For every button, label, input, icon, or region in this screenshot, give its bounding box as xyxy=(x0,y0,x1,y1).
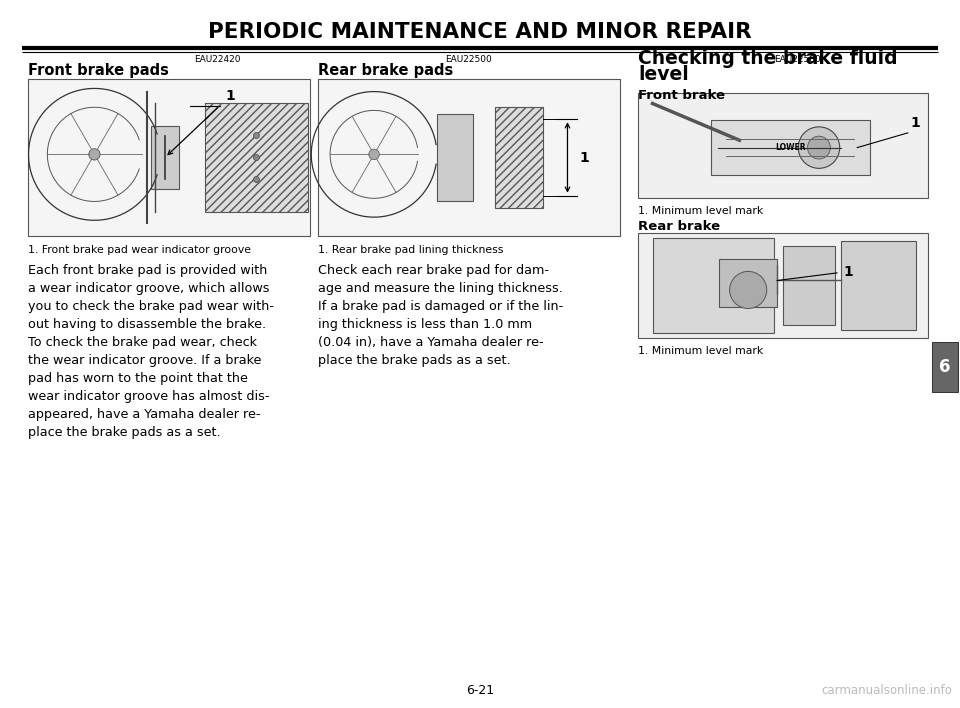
Bar xyxy=(437,113,473,202)
Text: Front brake: Front brake xyxy=(638,89,725,102)
Text: 6: 6 xyxy=(939,358,950,376)
Bar xyxy=(841,241,917,330)
Circle shape xyxy=(253,154,259,161)
Bar xyxy=(204,103,308,212)
Bar xyxy=(28,79,310,236)
Text: LOWER: LOWER xyxy=(775,143,805,152)
Circle shape xyxy=(730,271,767,309)
Circle shape xyxy=(369,149,379,159)
Text: 6-21: 6-21 xyxy=(466,683,494,697)
Bar xyxy=(783,246,835,326)
Text: 1: 1 xyxy=(226,88,235,103)
Text: 1: 1 xyxy=(911,115,921,130)
Text: level: level xyxy=(638,65,688,84)
Text: Rear brake: Rear brake xyxy=(638,219,720,232)
Text: 1. Rear brake pad lining thickness: 1. Rear brake pad lining thickness xyxy=(318,245,503,255)
Text: EAU22500: EAU22500 xyxy=(445,55,492,64)
Text: Front brake pads: Front brake pads xyxy=(28,62,169,77)
Text: Rear brake pads: Rear brake pads xyxy=(318,62,453,77)
Text: 1. Front brake pad wear indicator groove: 1. Front brake pad wear indicator groove xyxy=(28,245,251,255)
Circle shape xyxy=(253,176,259,183)
Text: EAU22580: EAU22580 xyxy=(774,55,821,64)
Bar xyxy=(719,259,778,307)
Circle shape xyxy=(253,132,259,139)
Circle shape xyxy=(88,149,100,160)
Text: 1: 1 xyxy=(580,151,589,164)
Circle shape xyxy=(807,136,830,159)
Text: 1. Minimum level mark: 1. Minimum level mark xyxy=(638,346,763,356)
Text: EAU22420: EAU22420 xyxy=(194,55,240,64)
Text: 1. Minimum level mark: 1. Minimum level mark xyxy=(638,206,763,216)
Text: 1: 1 xyxy=(843,265,852,279)
Bar xyxy=(638,233,928,338)
Bar xyxy=(653,239,775,333)
Text: Checking the brake fluid: Checking the brake fluid xyxy=(638,49,898,68)
Text: PERIODIC MAINTENANCE AND MINOR REPAIR: PERIODIC MAINTENANCE AND MINOR REPAIR xyxy=(208,22,752,42)
Text: carmanualsonline.info: carmanualsonline.info xyxy=(821,683,952,697)
Text: Check each rear brake pad for dam-
age and measure the lining thickness.
If a br: Check each rear brake pad for dam- age a… xyxy=(318,264,564,367)
Bar xyxy=(710,120,870,175)
Bar xyxy=(318,79,620,236)
Circle shape xyxy=(798,127,840,169)
Text: Each front brake pad is provided with
a wear indicator groove, which allows
you : Each front brake pad is provided with a … xyxy=(28,264,274,439)
Bar xyxy=(151,126,180,189)
Bar xyxy=(932,342,958,392)
Bar xyxy=(495,107,543,207)
Bar xyxy=(638,93,928,198)
